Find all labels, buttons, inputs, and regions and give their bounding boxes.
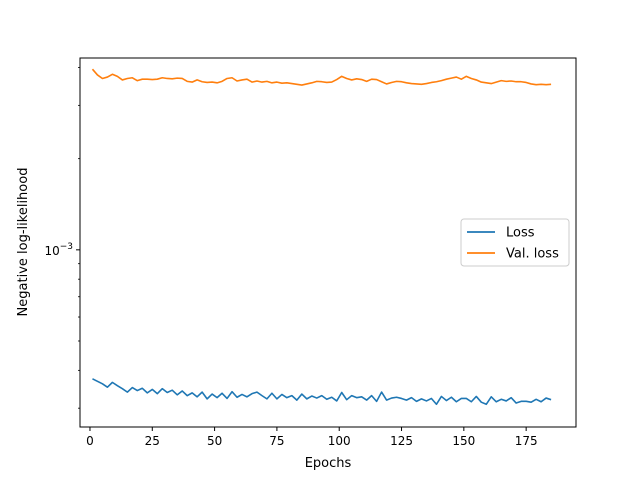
legend: Loss Val. loss (460, 218, 570, 267)
x-axis-ticks: 0 25 50 75 100 125 150 175 (86, 427, 538, 448)
series-line-2 (91, 68, 552, 86)
x-tick-label: 50 (207, 434, 222, 448)
y-axis-label: Negative log-likelihood (16, 168, 31, 317)
legend-box (460, 218, 570, 267)
x-tick-label: 125 (390, 434, 413, 448)
x-tick-label: 0 (86, 434, 94, 448)
legend-label: Loss (506, 226, 535, 241)
x-tick-label: 100 (328, 434, 351, 448)
x-axis-label: Epochs (305, 456, 352, 471)
x-tick-label: 175 (515, 434, 538, 448)
x-tick-label: 25 (145, 434, 160, 448)
y-axis-ticks: 10−3 (44, 67, 80, 409)
series-layer (91, 68, 552, 406)
x-tick-label: 75 (269, 434, 284, 448)
series-line-1 (92, 378, 552, 406)
x-tick-label: 150 (452, 434, 475, 448)
legend-label: Val. loss (506, 247, 559, 262)
y-tick-label: 10−3 (44, 242, 73, 258)
plot-frame (79, 57, 577, 428)
